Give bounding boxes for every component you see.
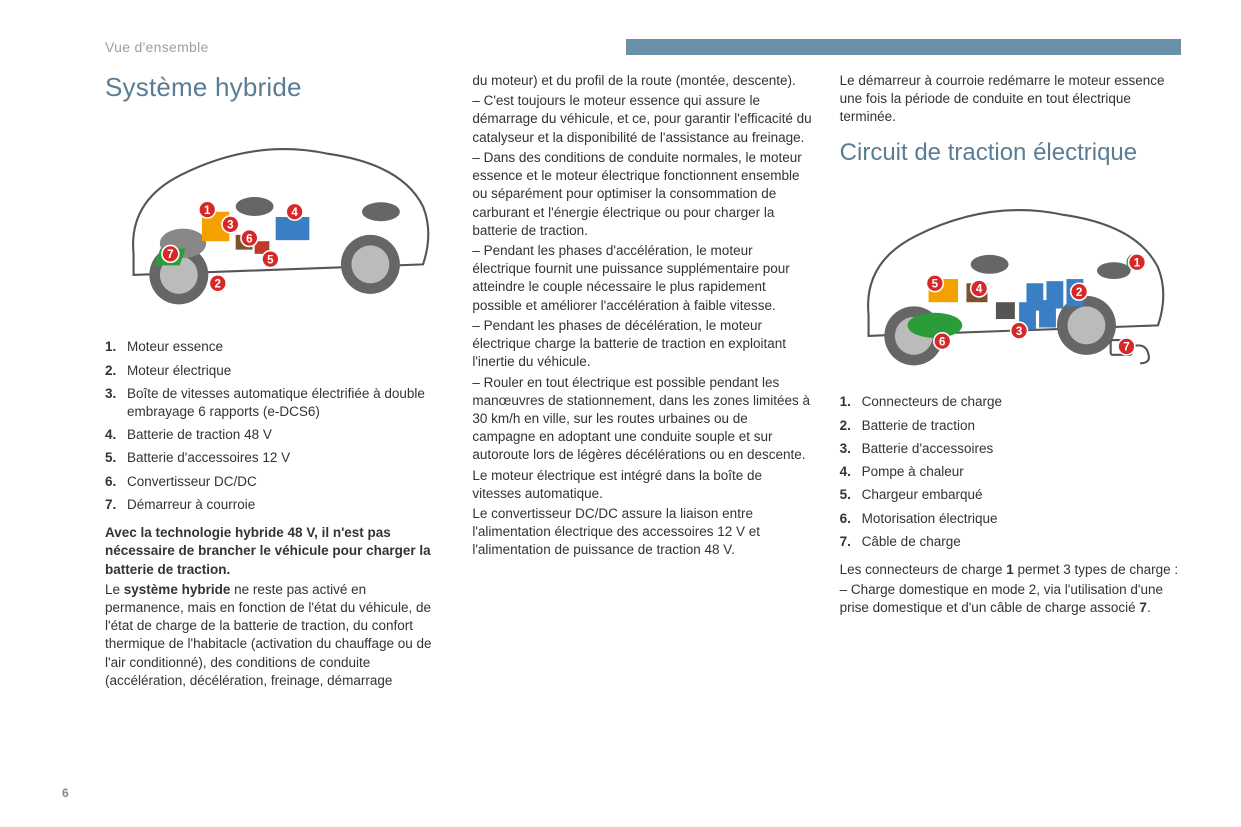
svg-text:2: 2	[215, 279, 221, 291]
title-electric-traction: Circuit de traction électrique	[840, 139, 1181, 167]
legend-item: 3.Batterie d'accessoires	[840, 440, 1181, 458]
legend-number: 2.	[105, 362, 127, 380]
legend-number: 3.	[840, 440, 862, 458]
col3-intro: Le démarreur à courroie redémarre le mot…	[840, 72, 1181, 127]
legend-number: 6.	[105, 473, 127, 491]
legend-item: 1.Connecteurs de charge	[840, 393, 1181, 411]
header-accent-bar	[626, 39, 1181, 55]
legend-number: 2.	[840, 417, 862, 435]
legend-item: 2.Moteur électrique	[105, 362, 446, 380]
legend-number: 5.	[105, 449, 127, 467]
svg-text:7: 7	[1123, 342, 1129, 354]
legend-label: Connecteurs de charge	[862, 393, 1002, 411]
legend-number: 1.	[105, 338, 127, 356]
legend-number: 7.	[840, 533, 862, 551]
column-3: Le démarreur à courroie redémarre le mot…	[840, 70, 1181, 692]
hybrid-para1: Le système hybride ne reste pas activé e…	[105, 581, 446, 690]
legend-item: 7.Câble de charge	[840, 533, 1181, 551]
col2-p1: du moteur) et du profil de la route (mon…	[472, 72, 813, 90]
column-1: Système hybride 1 2 3 4 5 6 7 1.Moteur essence…	[105, 70, 446, 692]
column-2: du moteur) et du profil de la route (mon…	[472, 70, 813, 692]
legend-item: 5.Chargeur embarqué	[840, 486, 1181, 504]
svg-text:3: 3	[227, 220, 234, 232]
legend-label: Batterie d'accessoires 12 V	[127, 449, 290, 467]
text-bold: 1	[1006, 562, 1014, 577]
legend-label: Démarreur à courroie	[127, 496, 255, 514]
svg-text:4: 4	[291, 207, 298, 219]
svg-text:6: 6	[246, 233, 253, 245]
text: ne reste pas activé en permanence, mais …	[105, 582, 432, 688]
legend-item: 7.Démarreur à courroie	[105, 496, 446, 514]
col2-p3: – Dans des conditions de conduite normal…	[472, 149, 813, 240]
text-bold: système hybride	[124, 582, 231, 597]
legend-item: 3.Boîte de vitesses automatique électrif…	[105, 385, 446, 421]
legend-label: Batterie de traction 48 V	[127, 426, 272, 444]
legend-number: 4.	[840, 463, 862, 481]
legend-label: Câble de charge	[862, 533, 961, 551]
legend-number: 6.	[840, 510, 862, 528]
svg-text:4: 4	[976, 284, 983, 296]
col3-p2: – Charge domestique en mode 2, via l'uti…	[840, 581, 1181, 617]
legend-label: Moteur essence	[127, 338, 223, 356]
col2-p2: – C'est toujours le moteur essence qui a…	[472, 92, 813, 147]
legend-label: Moteur électrique	[127, 362, 231, 380]
legend-label: Boîte de vitesses automatique électrifié…	[127, 385, 446, 421]
title-hybrid-system: Système hybride	[105, 70, 446, 105]
col2-p6: – Rouler en tout électrique est possible…	[472, 374, 813, 465]
page-header: Vue d'ensemble	[105, 38, 1181, 57]
svg-text:5: 5	[931, 279, 938, 291]
text: .	[1147, 600, 1151, 615]
legend-label: Pompe à chaleur	[862, 463, 964, 481]
content-columns: Système hybride 1234567 1.Moteur essence…	[105, 70, 1181, 692]
svg-text:6: 6	[939, 337, 946, 349]
section-label: Vue d'ensemble	[105, 38, 209, 57]
legend-item: 4.Batterie de traction 48 V	[105, 426, 446, 444]
legend-label: Chargeur embarqué	[862, 486, 983, 504]
legend-number: 3.	[105, 385, 127, 421]
page-number: 6	[62, 785, 69, 801]
svg-text:1: 1	[1133, 258, 1140, 270]
diagram-electric-car: 1 2 3 4 5 6 7	[840, 178, 1181, 378]
legend-item: 2.Batterie de traction	[840, 417, 1181, 435]
diagram-hybrid-car: 1 2 3 4 5 6 7	[105, 117, 446, 317]
legend-number: 7.	[105, 496, 127, 514]
col3-p1: Les connecteurs de charge 1 permet 3 typ…	[840, 561, 1181, 579]
legend-label: Convertisseur DC/DC	[127, 473, 257, 491]
col2-p4: – Pendant les phases d'accélération, le …	[472, 242, 813, 315]
col2-p8: Le convertisseur DC/DC assure la liaison…	[472, 505, 813, 560]
legend-number: 1.	[840, 393, 862, 411]
legend-item: 6.Motorisation électrique	[840, 510, 1181, 528]
legend-hybrid: 1.Moteur essence2.Moteur électrique3.Boî…	[105, 338, 446, 514]
legend-number: 4.	[105, 426, 127, 444]
legend-label: Motorisation électrique	[862, 510, 998, 528]
text: permet 3 types de charge :	[1014, 562, 1178, 577]
col2-p7: Le moteur électrique est intégré dans la…	[472, 467, 813, 503]
svg-text:2: 2	[1076, 287, 1082, 299]
svg-text:7: 7	[167, 249, 173, 261]
col2-p5: – Pendant les phases de décélération, le…	[472, 317, 813, 372]
legend-number: 5.	[840, 486, 862, 504]
svg-text:5: 5	[267, 254, 274, 266]
legend-item: 6.Convertisseur DC/DC	[105, 473, 446, 491]
legend-item: 4.Pompe à chaleur	[840, 463, 1181, 481]
legend-electric: 1.Connecteurs de charge2.Batterie de tra…	[840, 393, 1181, 551]
hybrid-bold-intro: Avec la technologie hybride 48 V, il n'e…	[105, 524, 446, 579]
legend-label: Batterie d'accessoires	[862, 440, 994, 458]
text: – Charge domestique en mode 2, via l'uti…	[840, 582, 1163, 615]
text-bold: 7	[1139, 600, 1147, 615]
svg-text:1: 1	[204, 205, 211, 217]
text: Les connecteurs de charge	[840, 562, 1007, 577]
legend-item: 1.Moteur essence	[105, 338, 446, 356]
svg-text:3: 3	[1016, 326, 1023, 338]
legend-item: 5.Batterie d'accessoires 12 V	[105, 449, 446, 467]
legend-label: Batterie de traction	[862, 417, 975, 435]
text: Le	[105, 582, 124, 597]
